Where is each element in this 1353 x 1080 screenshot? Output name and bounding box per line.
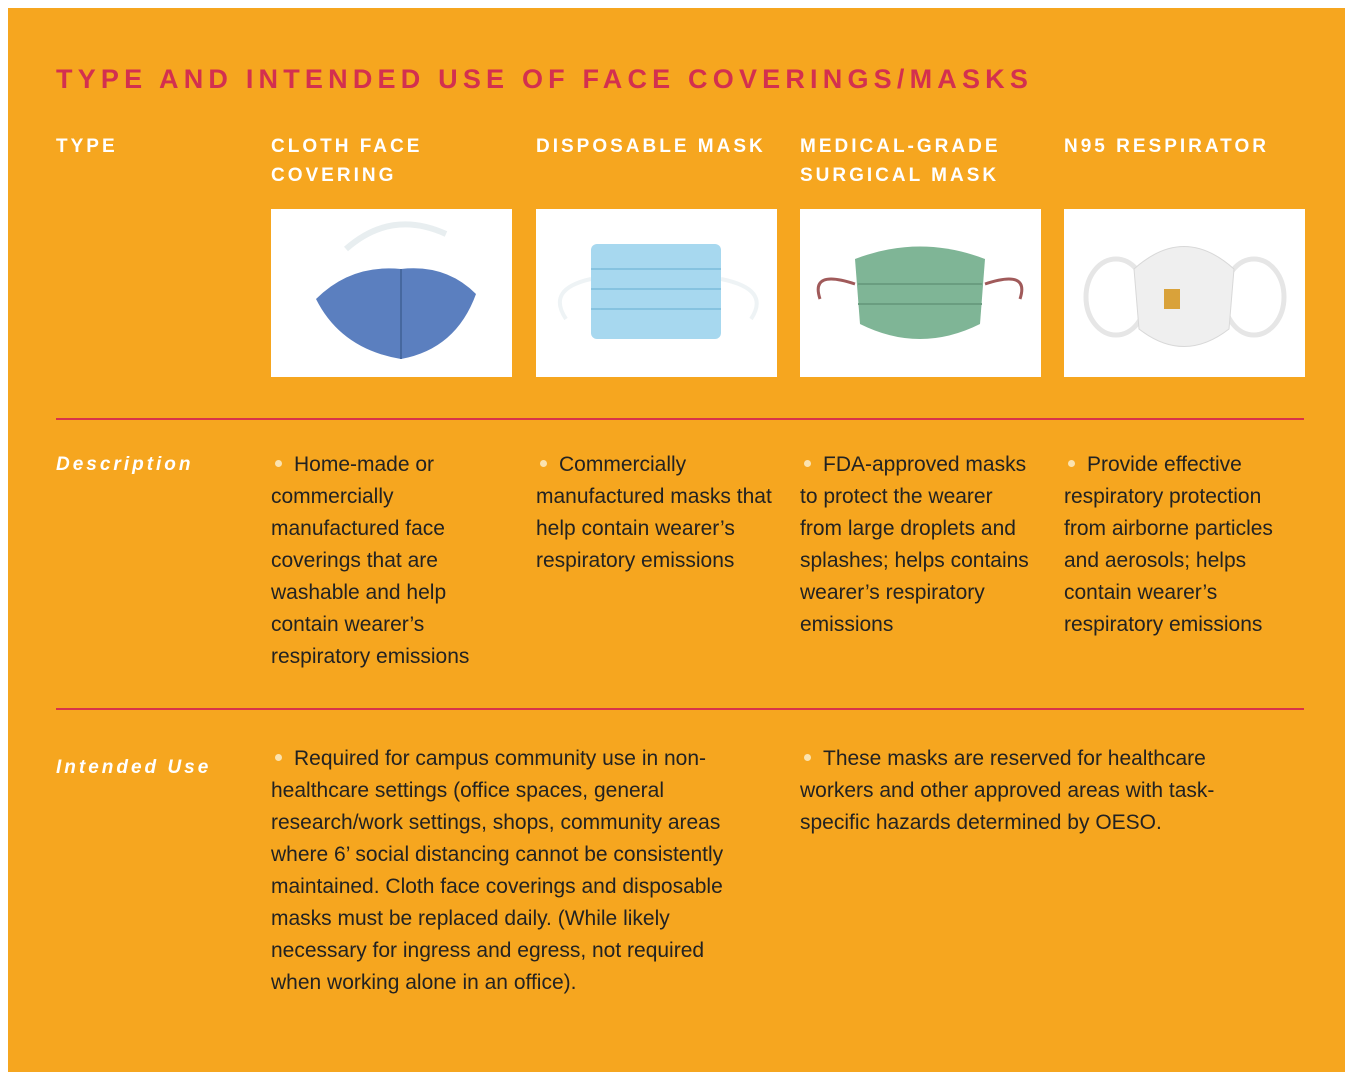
- title: TYPE AND INTENDED USE OF FACE COVERINGS/…: [56, 64, 1034, 94]
- disposable-mask-image: [536, 209, 777, 377]
- use-cell: These masks are reserved for healthcare …: [800, 743, 1275, 839]
- type-header: TYPE: [56, 136, 118, 157]
- use-cell: Required for campus community use in non…: [271, 743, 736, 999]
- row-label: Description: [56, 454, 194, 475]
- cell-text: FDA-approved masks to protect the wearer…: [800, 453, 1029, 636]
- description-cell: Commercially manufactured masks that hel…: [536, 449, 772, 577]
- bullet: [804, 460, 811, 468]
- column-header: N95 RESPIRATOR: [1064, 136, 1269, 157]
- description-cell: Provide effective respiratory protection…: [1064, 449, 1304, 641]
- divider: [56, 708, 1304, 710]
- divider: [56, 418, 1304, 420]
- description-cell: FDA-approved masks to protect the wearer…: [800, 449, 1036, 641]
- cloth-mask-image: [271, 209, 512, 377]
- bullet: [1068, 460, 1075, 468]
- n95-image: [1064, 209, 1305, 377]
- cell-text: Commercially manufactured masks that hel…: [536, 453, 772, 572]
- bullet: [804, 754, 811, 762]
- column-header: MEDICAL-GRADE SURGICAL MASK: [800, 136, 1001, 186]
- bullet: [275, 754, 282, 762]
- column-header: DISPOSABLE MASK: [536, 136, 766, 157]
- cell-text: Provide effective respiratory protection…: [1064, 453, 1273, 636]
- cell-text: Required for campus community use in non…: [271, 747, 724, 994]
- panel: TYPE AND INTENDED USE OF FACE COVERINGS/…: [8, 8, 1345, 1072]
- bullet: [540, 460, 547, 468]
- cell-text: Home-made or commercially manufactured f…: [271, 453, 470, 668]
- row-label: Intended Use: [56, 757, 212, 778]
- cell-text: These masks are reserved for healthcare …: [800, 747, 1215, 834]
- bullet: [275, 460, 282, 468]
- description-cell: Home-made or commercially manufactured f…: [271, 449, 507, 673]
- column-header: CLOTH FACE COVERING: [271, 136, 423, 186]
- surgical-mask-image: [800, 209, 1041, 377]
